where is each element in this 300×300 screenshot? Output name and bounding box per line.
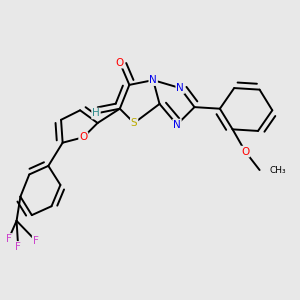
- Text: methyl: methyl: [268, 169, 272, 170]
- Text: S: S: [131, 118, 137, 128]
- Text: O: O: [79, 132, 87, 142]
- Text: F: F: [15, 242, 21, 252]
- Text: F: F: [33, 236, 39, 245]
- Text: F: F: [6, 234, 12, 244]
- Text: N: N: [176, 83, 184, 93]
- Text: O: O: [241, 147, 249, 157]
- Text: N: N: [173, 120, 181, 130]
- Text: O: O: [116, 58, 124, 68]
- Text: N: N: [149, 75, 157, 85]
- Text: CH₃: CH₃: [269, 166, 286, 175]
- Text: H: H: [92, 109, 100, 118]
